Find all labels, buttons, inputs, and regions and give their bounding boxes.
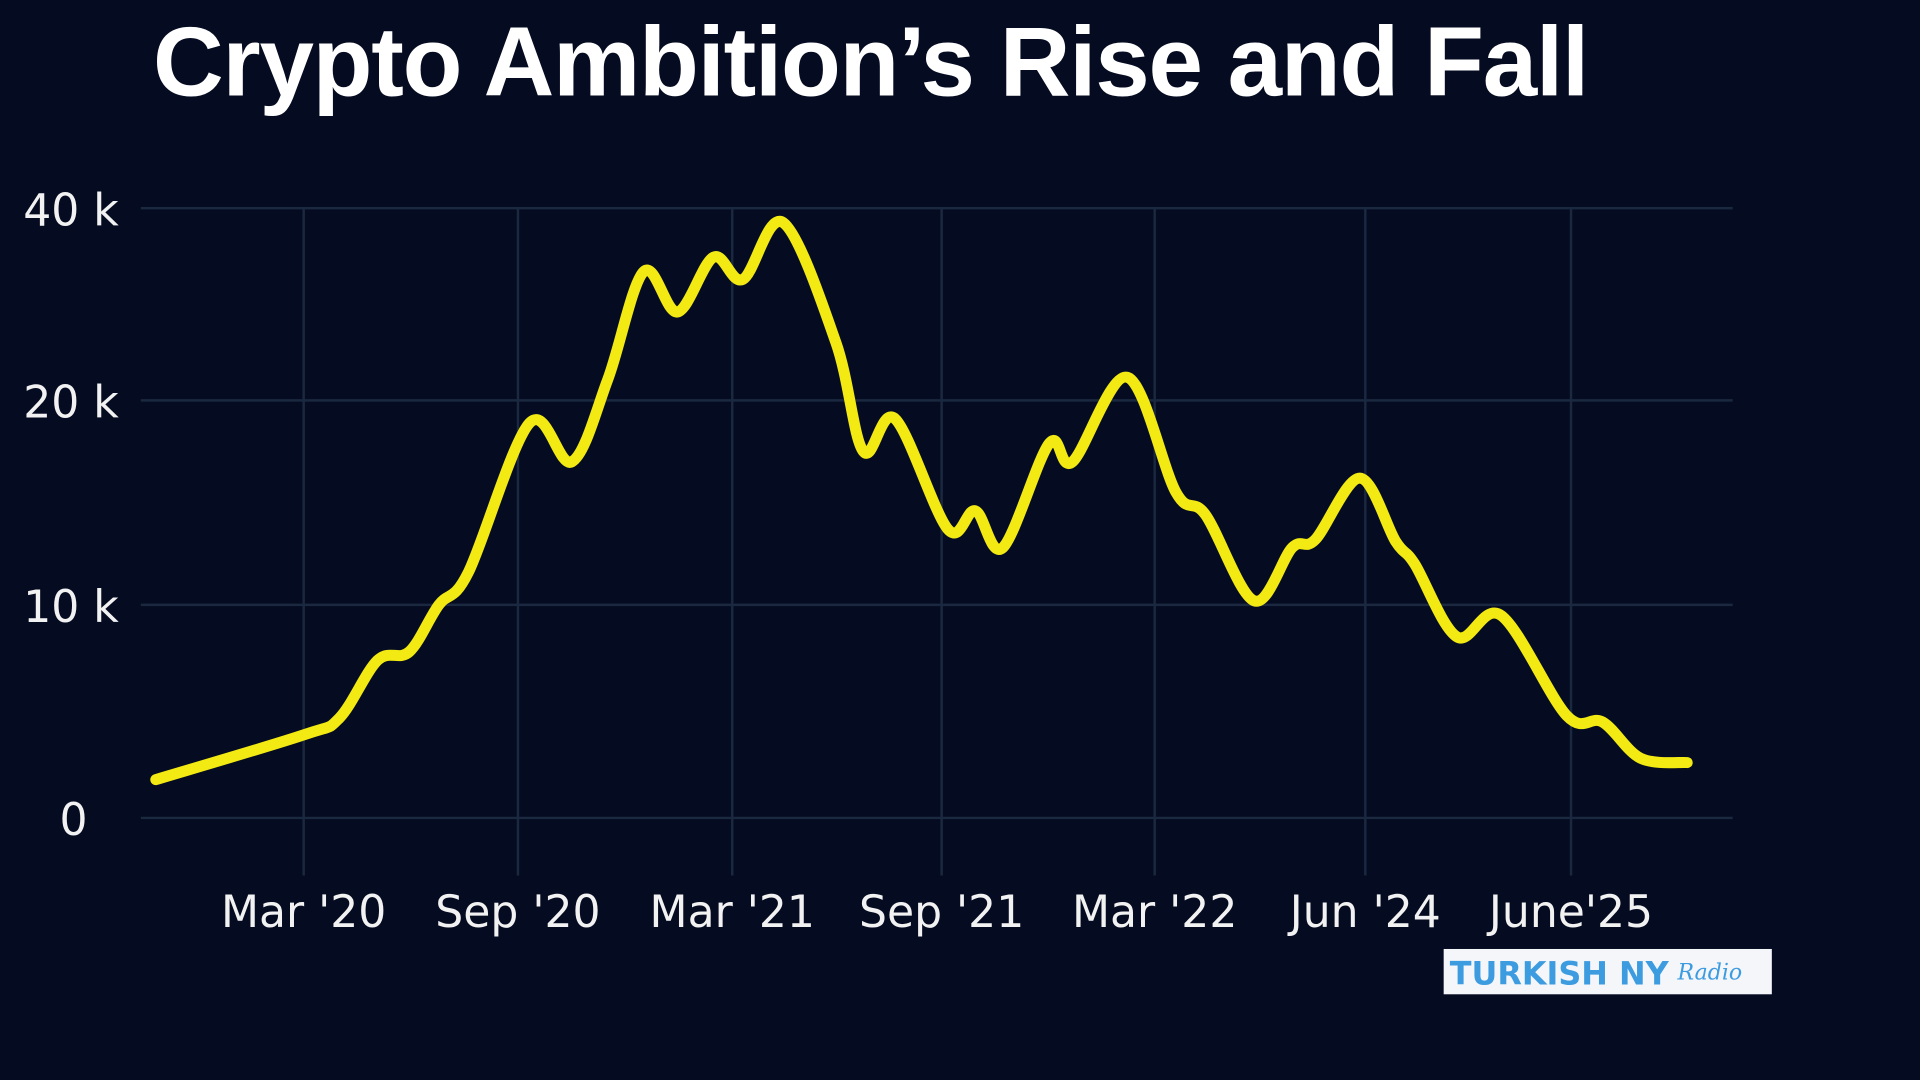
- y-tick-label: 10 k: [23, 582, 119, 633]
- x-tick-label: Sep '20: [435, 887, 600, 938]
- x-tick-label: Mar '21: [650, 887, 815, 938]
- x-axis: Mar '20 Sep '20 Mar '21 Sep '21 Mar '22 Jun '…: [221, 887, 1653, 938]
- series-line: [150, 215, 1693, 786]
- x-tick-label: Sep '21: [859, 887, 1024, 938]
- watermark-box: [1443, 948, 1772, 995]
- watermark: TURKISH NY Radio: [1443, 948, 1772, 995]
- y-axis: 0 10 k 20 k 40 k: [23, 185, 119, 846]
- y-tick-label: 0: [59, 795, 87, 846]
- y-tick-label: 20 k: [23, 378, 119, 429]
- x-tick-label: Mar '22: [1072, 887, 1237, 938]
- x-tick-label: Mar '20: [221, 887, 386, 938]
- x-tick-label: Jun '24: [1287, 887, 1441, 938]
- chart-title: Crypto Ambition’s Rise and Fall: [153, 7, 1588, 117]
- x-tick-label: June'25: [1486, 887, 1653, 938]
- y-tick-label: 40 k: [23, 185, 119, 236]
- grid: [140, 206, 1733, 876]
- watermark-script: Radio: [1677, 961, 1743, 986]
- watermark-main: TURKISH NY: [1450, 954, 1670, 992]
